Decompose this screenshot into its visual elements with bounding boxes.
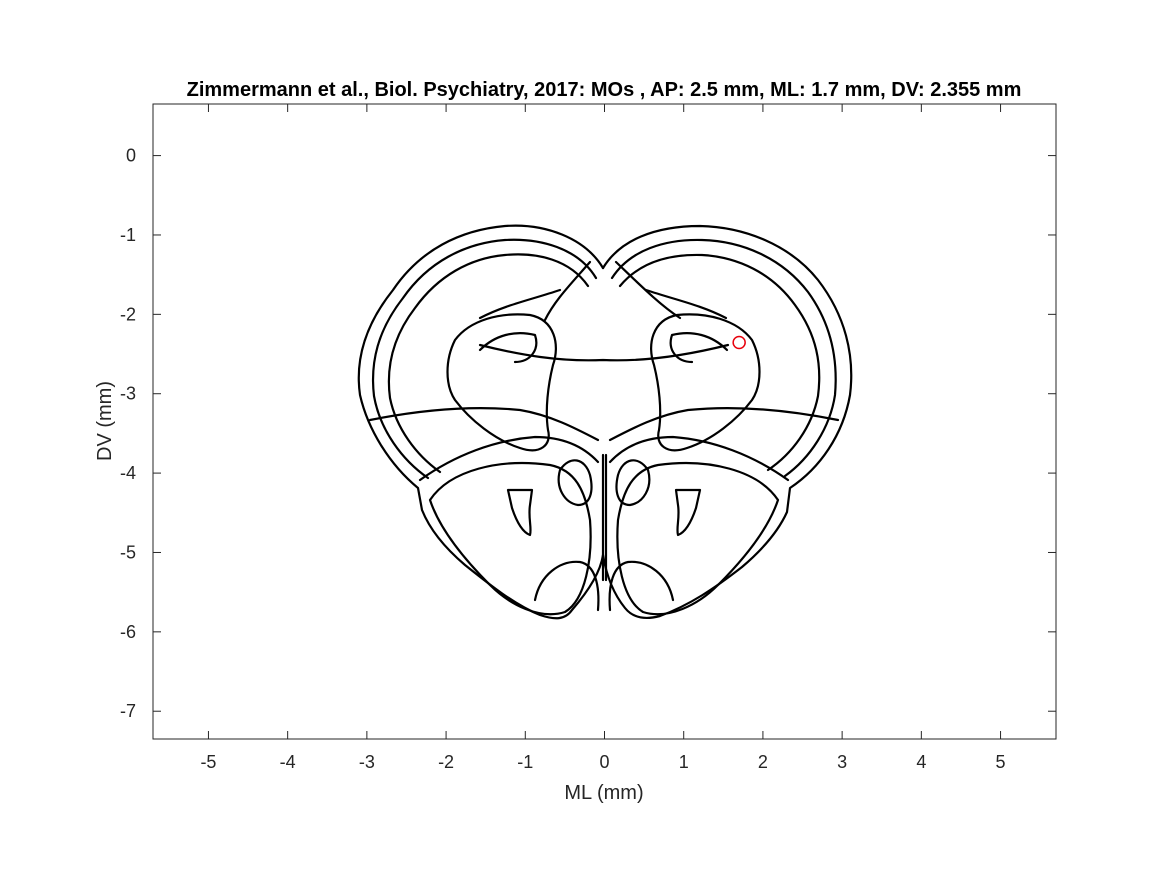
target-marker xyxy=(732,335,746,350)
x-tick-label: -3 xyxy=(359,752,375,772)
striatum-right-inner xyxy=(669,332,729,364)
ventral-right-lobe xyxy=(608,560,675,612)
x-tick-label: -4 xyxy=(280,752,296,772)
y-axis-label: DV (mm) xyxy=(94,381,116,461)
x-tick-label: 5 xyxy=(996,752,1006,772)
outline-left-outer xyxy=(357,224,605,620)
radial-right-2 xyxy=(644,288,728,320)
ventricle-right xyxy=(674,488,702,537)
y-tick-label: -2 xyxy=(120,304,136,324)
x-tick-label: 1 xyxy=(679,752,689,772)
ventral-right xyxy=(616,461,780,616)
layer-left-2 xyxy=(387,253,590,474)
medial-left xyxy=(557,459,593,507)
band-left-2 xyxy=(418,435,600,482)
ventricle-left xyxy=(506,488,534,537)
striatum-left xyxy=(446,313,557,452)
medial-right xyxy=(615,459,651,507)
y-tick-label: -7 xyxy=(120,701,136,721)
radial-left xyxy=(543,260,592,322)
x-tick-label: 0 xyxy=(599,752,609,772)
x-tick-label: -5 xyxy=(200,752,216,772)
corpus-callosum xyxy=(478,343,730,362)
y-tick-label: -1 xyxy=(120,225,136,245)
y-tick-label: -3 xyxy=(120,384,136,404)
y-axis: 0 -1 -2 -3 -4 -5 -6 -7 xyxy=(120,146,1056,721)
band-right xyxy=(608,406,840,442)
band-left xyxy=(368,406,600,442)
x-tick-label: 3 xyxy=(837,752,847,772)
x-tick-label: 2 xyxy=(758,752,768,772)
plot-area: -5 -4 -3 -2 -1 0 1 2 3 4 5 0 -1 -2 -3 -4 -5 -6 -7 xyxy=(120,103,1057,772)
radial-left-2 xyxy=(478,288,562,320)
x-tick-label: -1 xyxy=(517,752,533,772)
ventral-left-lobe xyxy=(533,560,600,612)
outline-right-outer xyxy=(601,224,853,619)
y-tick-label: -6 xyxy=(120,622,136,642)
layer-left-1 xyxy=(371,238,598,480)
axes-box xyxy=(152,103,1057,740)
x-axis: -5 -4 -3 -2 -1 0 1 2 3 4 5 xyxy=(200,104,1006,772)
striatum-left-inner xyxy=(478,332,538,364)
x-axis-label: ML (mm) xyxy=(564,782,643,804)
brain-atlas-outline xyxy=(357,224,853,620)
figure-title: Zimmermann et al., Biol. Psychiatry, 201… xyxy=(187,79,1022,101)
x-tick-label: 4 xyxy=(916,752,926,772)
ventral-left xyxy=(428,461,592,616)
y-tick-label: -5 xyxy=(120,542,136,562)
layer-right-2 xyxy=(618,253,821,472)
x-tick-label: -2 xyxy=(438,752,454,772)
band-right-2 xyxy=(608,435,790,482)
y-tick-label: 0 xyxy=(126,146,136,166)
layer-right-1 xyxy=(610,238,837,478)
y-tick-label: -4 xyxy=(120,463,136,483)
radial-right xyxy=(614,260,682,320)
